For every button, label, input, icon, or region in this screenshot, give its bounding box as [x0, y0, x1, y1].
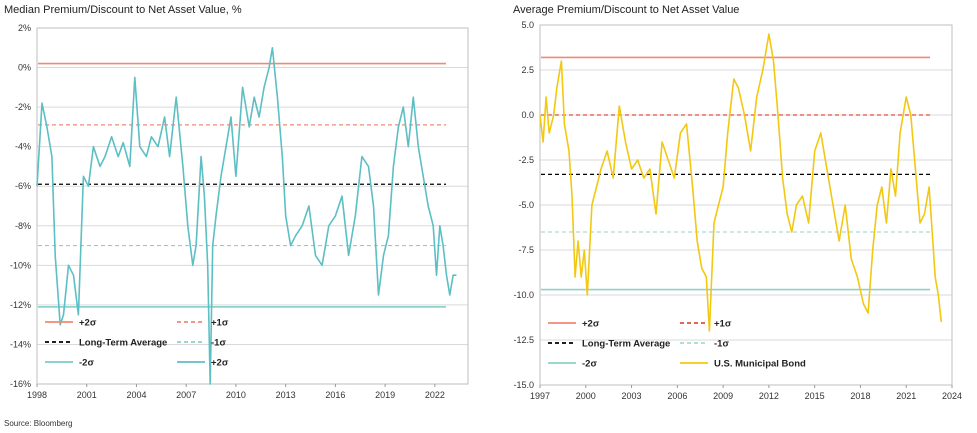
y-tick-label: 0.0 [521, 110, 534, 120]
y-tick-label: -16% [10, 379, 31, 389]
y-tick-label: -14% [10, 339, 31, 349]
x-tick-label: 2013 [276, 390, 296, 400]
legend-label: -2σ [79, 358, 94, 369]
y-tick-label: -10.0 [513, 290, 534, 300]
y-tick-label: -12% [10, 300, 31, 310]
source-note: Source: Bloomberg [4, 419, 73, 428]
left-chart: 2% 0% -2% -4% -6% -8% -10% -12% -14% -16%1998 2001… [10, 23, 469, 400]
legend-label: +1σ [211, 318, 229, 329]
y-tick-label: -5.0 [518, 200, 534, 210]
y-tick-label: 5.0 [521, 20, 534, 30]
y-tick-label: 2% [18, 23, 31, 33]
x-tick-label: 2018 [850, 391, 870, 401]
right-chart: 5.0 2.5 0.0 -2.5 -5.0 -7.5 -10.0 -12.5 -15.01997… [513, 20, 962, 401]
y-tick-label: -4% [15, 142, 31, 152]
right-chart-title: Average Premium/Discount to Net Asset Va… [513, 4, 740, 16]
x-tick-label: 2006 [667, 391, 687, 401]
x-tick-label: 2016 [325, 390, 345, 400]
series-line [539, 33, 943, 332]
legend-label: Long-Term Average [79, 338, 167, 349]
x-tick-label: 1998 [27, 390, 47, 400]
left-chart-title: Median Premium/Discount to Net Asset Val… [4, 4, 242, 16]
x-tick-label: 2024 [942, 391, 962, 401]
legend-label: +2σ [79, 318, 97, 329]
x-tick-label: 2001 [77, 390, 97, 400]
y-tick-label: -15.0 [513, 380, 534, 390]
y-tick-label: -7.5 [518, 245, 534, 255]
x-tick-label: 2009 [713, 391, 733, 401]
x-tick-label: 2004 [126, 390, 146, 400]
x-tick-label: 2012 [759, 391, 779, 401]
x-tick-label: 2003 [622, 391, 642, 401]
x-tick-label: 1997 [530, 391, 550, 401]
plot-frame [36, 27, 469, 385]
legend-label: Long-Term Average [582, 339, 670, 350]
y-tick-label: 0% [18, 63, 31, 73]
legend-label: +2σ [211, 358, 229, 369]
y-tick-label: -6% [15, 181, 31, 191]
legend-label: +1σ [714, 319, 732, 330]
x-tick-label: 2007 [176, 390, 196, 400]
legend-label: -1σ [211, 338, 226, 349]
x-tick-label: 2022 [425, 390, 445, 400]
legend-label: +2σ [582, 319, 600, 330]
y-tick-label: -10% [10, 260, 31, 270]
x-tick-label: 2000 [576, 391, 596, 401]
legend-label: -1σ [714, 339, 729, 350]
series-line [36, 46, 457, 385]
x-tick-label: 2015 [805, 391, 825, 401]
x-tick-label: 2010 [226, 390, 246, 400]
legend-label: -2σ [582, 359, 597, 370]
x-tick-label: 2021 [896, 391, 916, 401]
y-tick-label: -12.5 [513, 335, 534, 345]
y-tick-label: -2% [15, 102, 31, 112]
plot-frame [539, 24, 953, 386]
x-tick-label: 2019 [375, 390, 395, 400]
legend-label: U.S. Municipal Bond [714, 359, 806, 370]
y-tick-label: 2.5 [521, 65, 534, 75]
y-tick-label: -2.5 [518, 155, 534, 165]
y-tick-label: -8% [15, 221, 31, 231]
